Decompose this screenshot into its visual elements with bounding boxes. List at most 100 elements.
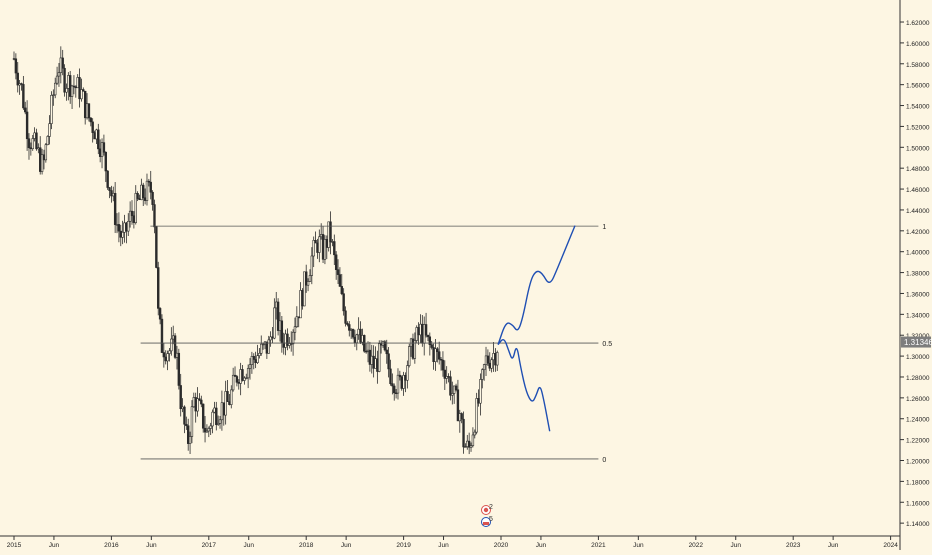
candle-body [98, 148, 102, 157]
candle-body [359, 328, 362, 343]
x-tick-label: 2017 [202, 542, 217, 549]
candle-body [216, 423, 220, 425]
level-label: 0 [602, 457, 606, 464]
x-tick-label: 2022 [689, 542, 704, 549]
candle-body [112, 192, 115, 197]
candle-body [245, 377, 248, 379]
candle-body [464, 446, 467, 448]
candle-body [466, 440, 469, 447]
candle-body [413, 340, 417, 359]
candle-body [355, 334, 358, 344]
candle-body [42, 154, 46, 161]
candle-body [24, 107, 27, 113]
candle-body [37, 147, 40, 150]
candle-body [200, 399, 203, 405]
y-tick-label: 1.26000 [906, 396, 930, 403]
candle-body [136, 193, 139, 199]
y-tick-label: 1.46000 [906, 187, 930, 194]
candle-body [119, 230, 122, 238]
candle-body [201, 403, 205, 429]
candle-body [164, 356, 167, 362]
candle-body [220, 402, 224, 421]
candle-body [67, 75, 70, 89]
price-scale[interactable]: 1.14000 1.16000 1.18000 1.20000 1.22000 1.240… [900, 20, 930, 528]
candle-body [172, 335, 175, 340]
candle-body [293, 326, 297, 333]
y-tick-label: 1.44000 [906, 208, 930, 215]
candle-body [278, 320, 282, 331]
candle-body [327, 221, 330, 248]
candle-body [432, 347, 435, 362]
candle-body [230, 389, 233, 405]
y-tick-label: 1.14000 [906, 521, 930, 528]
y-tick-label: 1.58000 [906, 62, 930, 69]
candle-body [374, 358, 377, 369]
y-tick-label: 1.16000 [906, 500, 930, 507]
candle-body [353, 336, 357, 344]
candle-body [288, 343, 291, 346]
candle-body [115, 224, 119, 226]
candle-body [54, 82, 57, 96]
time-scale[interactable]: 2015 Jun 2016 Jun 2017 Jun 2018 Jun 2019 Jun 2020 J… [7, 536, 898, 549]
candle-body [22, 84, 25, 109]
candle-body [132, 215, 136, 223]
candle-body [68, 75, 72, 97]
candle-body [207, 428, 210, 432]
projection-path[interactable] [497, 225, 576, 345]
candle-body [44, 144, 48, 161]
candle-body [280, 320, 284, 344]
candle-body [29, 147, 33, 150]
candle-body [381, 341, 385, 346]
candle-body [70, 85, 74, 97]
candle-body [452, 385, 456, 394]
candle-body [140, 184, 143, 201]
candle-body [33, 132, 36, 139]
candle-body [349, 329, 353, 331]
candle-body [481, 369, 484, 380]
candle-body [117, 224, 121, 232]
economic-events[interactable]: 2 5 [481, 504, 494, 527]
candle-body [160, 318, 164, 353]
candle-body [250, 356, 254, 365]
candle-body [434, 348, 437, 362]
candle-body [301, 290, 304, 307]
candle-body [224, 391, 227, 416]
x-tick-label: 2023 [786, 542, 801, 549]
candle-body [306, 281, 310, 286]
candle-body [447, 376, 450, 378]
candle-body [290, 343, 293, 345]
candle-body [190, 406, 194, 437]
y-tick-label: 1.60000 [906, 41, 930, 48]
y-tick-label: 1.48000 [906, 166, 930, 173]
candle-body [78, 77, 81, 100]
candle-body [52, 94, 55, 96]
candle-body [108, 187, 111, 191]
x-tick-label: Jun [633, 542, 644, 549]
candle-body [458, 413, 461, 422]
level-label: 0.5 [602, 341, 612, 348]
candle-body [391, 383, 394, 387]
candle-body [389, 368, 392, 384]
candle-body [318, 236, 321, 253]
price-badge-label: 1.31346 [904, 338, 932, 347]
candle-body [408, 346, 411, 366]
candle-body [123, 222, 126, 233]
price-badge-background [901, 336, 931, 348]
level-lines[interactable]: 10.50 [140, 224, 613, 464]
y-tick-label: 1.62000 [906, 20, 930, 27]
level-label: 1 [602, 224, 606, 231]
candle-body [346, 323, 349, 325]
projection-path[interactable] [497, 338, 551, 432]
candle-body [218, 419, 222, 424]
candle-body [398, 374, 402, 378]
projection-paths[interactable] [497, 225, 576, 432]
candle-body [496, 352, 499, 366]
candle-body [325, 239, 329, 248]
candle-body [130, 210, 134, 217]
candle-body [46, 136, 49, 146]
candle-body [308, 275, 312, 282]
candle-body [351, 329, 355, 338]
candle-body [50, 95, 53, 124]
